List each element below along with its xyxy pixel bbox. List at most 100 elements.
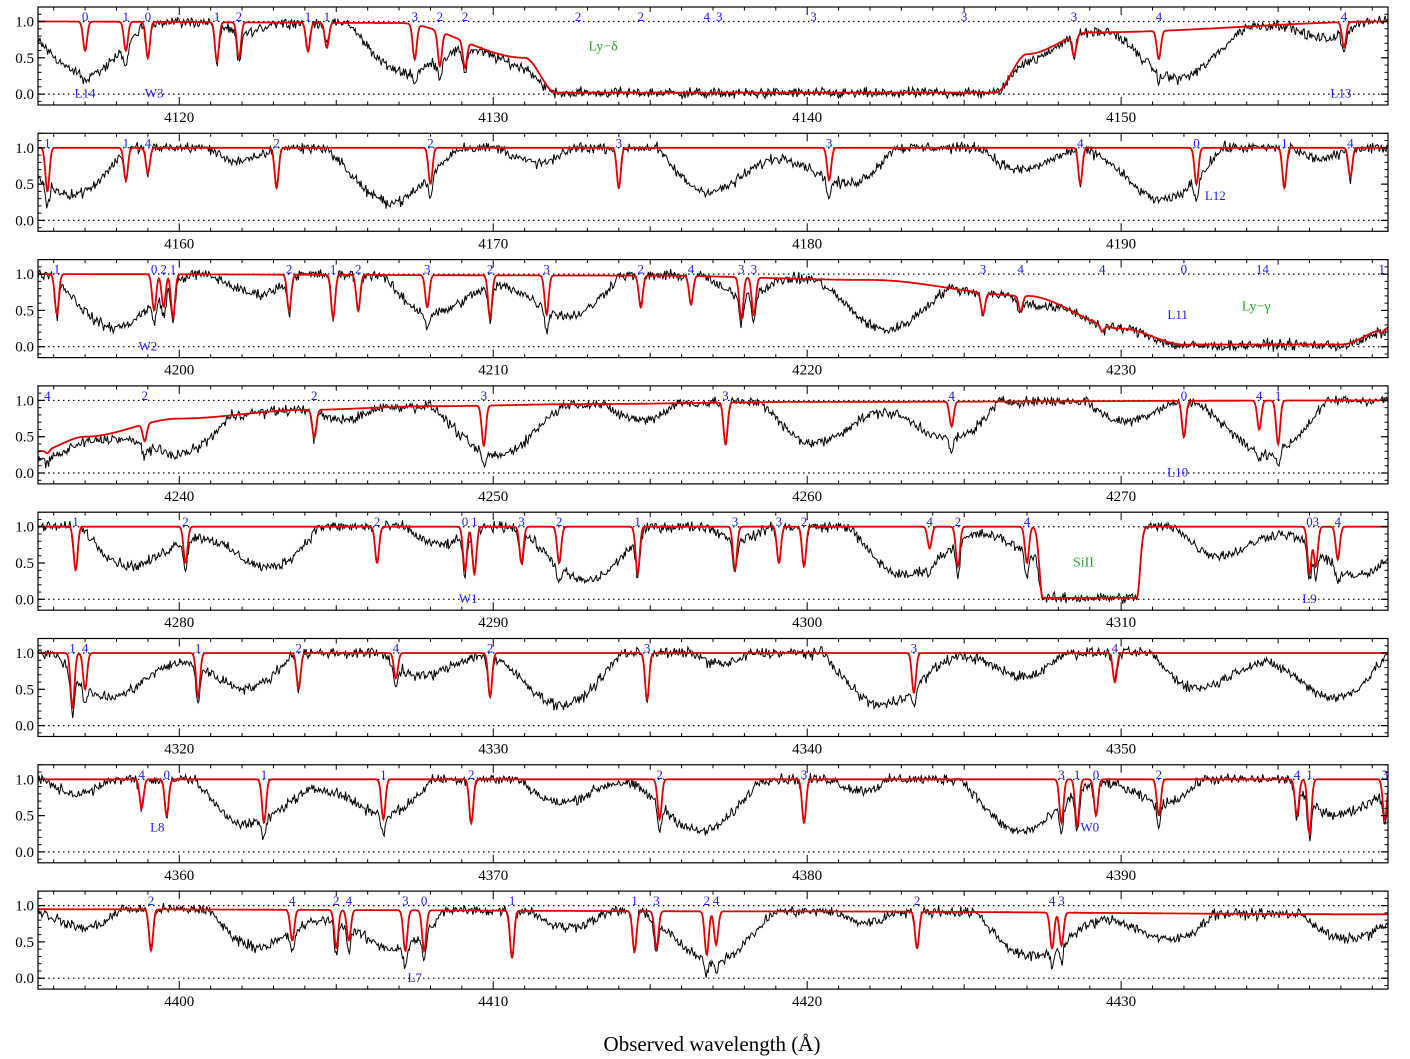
component-label: 2 [295,641,302,656]
system-label: L8 [150,820,164,835]
y-tick-label: 0.5 [15,935,34,951]
component-label: 2 [160,262,167,277]
component-label: 3 [518,514,525,529]
component-label: 4 [289,893,296,908]
x-tick-label: 4300 [792,615,822,631]
component-label: 1 [195,641,202,656]
species-label: SiII [1073,556,1094,571]
y-tick-label: 1.0 [15,899,34,915]
component-label: 2 [236,9,243,24]
component-label: 2 [462,9,469,24]
component-label: 0 [462,514,469,529]
y-tick-label: 0.0 [15,845,34,861]
system-label: L11 [1167,307,1187,322]
component-label: 2 [355,262,362,277]
component-label: 1 [1074,767,1081,782]
component-label: 4 [926,514,933,529]
component-label: 4 [1077,135,1084,150]
y-tick-label: 0.0 [15,719,34,735]
x-tick-label: 4240 [164,489,194,505]
component-label: 1 [123,9,130,24]
component-label: 3 [1382,767,1389,782]
component-label: 3 [653,893,660,908]
system-label: W2 [138,338,157,353]
y-tick-label: 1.0 [15,520,34,536]
component-label: 1 [509,893,516,908]
y-tick-label: 1.0 [15,141,34,157]
component-label: 3 [911,641,918,656]
component-label: 4 [1294,767,1301,782]
component-label: 3 [801,767,808,782]
component-label: 3 [1313,514,1320,529]
component-label: 0 [1181,388,1188,403]
component-label: 2 [955,514,962,529]
y-tick-label: 0.0 [15,340,34,356]
species-label: Ly−δ [588,40,618,55]
component-label: 1 [72,514,79,529]
x-tick-label: 4370 [478,868,508,884]
y-tick-label: 0.0 [15,971,34,987]
component-label: 3 [826,135,833,150]
component-label: 2 [468,767,475,782]
x-tick-label: 4150 [1106,110,1136,126]
x-tick-label: 4290 [478,615,508,631]
component-label: 1 [324,9,331,24]
component-label: 2 [703,893,710,908]
component-label: 2 [182,514,189,529]
y-tick-label: 0.5 [15,430,34,446]
component-label: 1 [170,262,177,277]
component-label: 2 [141,388,148,403]
component-label: 4 [948,388,955,403]
component-label: 0 [421,893,428,908]
component-label: 4 [44,388,51,403]
component-label: 0 [1306,514,1313,529]
component-label: 4 [393,641,400,656]
x-tick-label: 4350 [1106,742,1136,758]
component-label: 4 [1049,893,1056,908]
component-label: 4 [1099,262,1106,277]
component-label: 4 [688,262,695,277]
x-tick-label: 4130 [478,110,508,126]
component-label: 2 [311,388,318,403]
y-tick-label: 1.0 [15,267,34,283]
component-label: 3 [481,388,488,403]
component-label: 3 [411,9,418,24]
x-tick-label: 4210 [478,363,508,379]
component-label: 1 [214,9,221,24]
x-tick-label: 4170 [478,236,508,252]
x-tick-label: 4340 [792,742,822,758]
component-label: 4 [1024,514,1031,529]
component-label: 2 [333,893,340,908]
observed-spectrum [38,268,1388,352]
component-label: 3 [738,262,745,277]
component-label: 0 [1093,767,1100,782]
y-tick-label: 1.0 [15,15,34,31]
x-tick-label: 4190 [1106,236,1136,252]
component-label: 2 [427,135,434,150]
observed-spectrum [38,15,1388,101]
x-tick-label: 4260 [792,489,822,505]
component-label: 3 [776,514,783,529]
component-label: 1 [1281,135,1288,150]
component-label: 3 [644,641,651,656]
component-label: 4 [138,767,145,782]
x-tick-label: 4380 [792,868,822,884]
system-label: L9 [1302,591,1316,606]
x-tick-label: 4250 [478,489,508,505]
x-axis-label: Observed wavelength (Å) [604,1032,821,1056]
component-label: 4 [82,641,89,656]
component-label: 4 [346,893,353,908]
panel-3: 1 0 2 1 2 1 2 3 2 3 2 4 3 3 3 4 4 0 14 1W2L11Ly−γ0.00.51.04… [15,259,1389,379]
component-label: 2 [1156,767,1163,782]
component-label: 3 [980,262,987,277]
component-label: 3 [543,262,550,277]
component-label: 2 [148,893,155,908]
component-label: 2 [801,514,808,529]
y-tick-label: 0.5 [15,303,34,319]
component-label: 3 [1058,893,1065,908]
